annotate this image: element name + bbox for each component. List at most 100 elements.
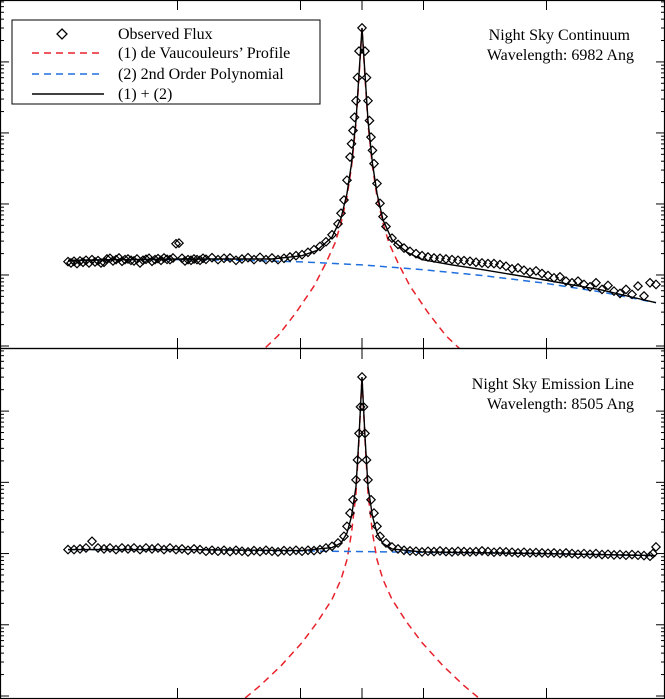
top-flux-point — [367, 145, 378, 156]
bottom-flux-point — [236, 546, 248, 557]
top-flux-point — [404, 246, 416, 257]
bottom-flux-point — [260, 545, 272, 556]
bottom-flux-point — [476, 545, 488, 556]
top-flux-point — [356, 22, 368, 33]
bottom-flux-point — [410, 546, 422, 557]
bottom-flux-point — [359, 428, 371, 439]
bottom-flux-point — [371, 521, 383, 532]
legend-label-sum: (1) + (2) — [118, 86, 172, 103]
top-flux-point — [488, 258, 500, 269]
top-flux-point — [359, 46, 371, 57]
bottom-flux-point — [392, 543, 404, 554]
top-flux-point — [352, 72, 363, 83]
bottom-flux-point — [380, 537, 392, 549]
bottom-flux-point — [358, 401, 369, 412]
top-flux-point — [572, 276, 584, 287]
top-flux-point — [446, 254, 458, 265]
bottom-flux-point — [347, 494, 359, 505]
top-panel-ticks — [0, 0, 665, 348]
bottom-flux-point — [164, 542, 176, 553]
bottom-flux-point — [152, 542, 164, 553]
top-flux-point — [125, 255, 137, 266]
top-flux-point — [131, 253, 143, 265]
top-flux-point — [386, 233, 398, 244]
top-flux-point — [614, 288, 626, 299]
legend-box — [11, 19, 321, 105]
top-flux-point — [512, 262, 524, 273]
bottom-flux-point — [332, 537, 344, 549]
bottom-flux-point — [230, 545, 242, 556]
top-flux-point — [464, 256, 476, 267]
top-flux-point — [284, 251, 296, 263]
top-flux-point — [554, 271, 566, 282]
top-flux-point — [578, 279, 590, 290]
bottom-flux-point — [644, 551, 656, 562]
top-flux-point — [188, 253, 200, 265]
legend-item-de-vaucouleurs: (1) de Vaucouleurs’ Profile — [32, 45, 290, 62]
bottom-flux-point — [602, 549, 614, 560]
top-flux-point — [374, 198, 386, 209]
bottom-flux-point — [116, 542, 128, 553]
top-flux-point — [410, 248, 422, 259]
top-flux-point — [101, 253, 113, 265]
bottom-flux-point — [356, 371, 368, 383]
top-flux-point — [158, 252, 170, 264]
legend-item-sum: (1) + (2) — [32, 86, 172, 103]
bottom-flux-point — [560, 547, 572, 558]
top-flux-point — [344, 151, 356, 163]
top-flux-point — [518, 265, 530, 276]
bottom-de-vaucouleurs-curve — [242, 376, 482, 699]
top-flux-point — [596, 284, 608, 295]
top-flux-point — [65, 257, 77, 268]
top-de-vaucouleurs-curve — [262, 27, 462, 349]
bottom-flux-point — [626, 549, 638, 560]
bottom-flux-point — [350, 474, 362, 485]
top-polynomial-curve — [67, 258, 657, 304]
bottom-annotation-line-2: Wavelength: 8505 Ang — [487, 396, 634, 413]
top-flux-point — [332, 218, 344, 229]
top-flux-point — [308, 244, 320, 255]
top-flux-point — [458, 255, 470, 266]
top-annotation-line-2: Wavelength: 6982 Ang — [487, 47, 634, 64]
top-flux-point — [626, 289, 638, 300]
legend-label-polynomial: (2) 2nd Order Polynomial — [118, 66, 284, 83]
bottom-flux-point — [344, 508, 356, 519]
top-flux-point — [560, 276, 572, 287]
top-flux-point — [416, 250, 428, 261]
top-flux-point — [632, 281, 644, 292]
bottom-flux-point — [194, 544, 206, 555]
bottom-panel-ticks — [0, 349, 665, 698]
top-flux-point — [524, 267, 536, 278]
top-flux-point — [608, 286, 620, 297]
bottom-flux-point — [266, 546, 278, 557]
bottom-flux-point — [386, 541, 398, 552]
top-flux-point — [326, 229, 338, 240]
bottom-flux-point — [362, 474, 374, 485]
bottom-flux-point — [355, 401, 366, 412]
bottom-flux-point — [482, 546, 494, 557]
top-flux-point — [398, 242, 410, 254]
top-flux-point — [350, 95, 362, 106]
bottom-flux-point — [182, 545, 194, 556]
top-flux-point — [530, 265, 542, 276]
bottom-flux-point — [224, 546, 236, 557]
top-flux-point — [362, 95, 374, 106]
top-plot-area — [62, 22, 662, 349]
top-flux-point — [314, 241, 326, 252]
bottom-flux-point — [368, 508, 380, 519]
top-flux-point — [644, 277, 656, 288]
top-flux-point — [380, 221, 392, 232]
top-flux-point — [494, 259, 506, 270]
top-flux-point — [254, 252, 266, 263]
top-flux-point — [119, 254, 131, 265]
top-flux-point — [149, 254, 161, 265]
bottom-flux-point — [248, 545, 260, 556]
bottom-flux-point — [92, 542, 104, 553]
top-flux-point — [98, 257, 110, 268]
bottom-flux-point — [518, 547, 530, 558]
bottom-flux-point — [614, 549, 626, 560]
top-flux-point — [346, 138, 357, 149]
top-flux-point — [347, 125, 359, 136]
top-flux-point — [95, 257, 107, 268]
